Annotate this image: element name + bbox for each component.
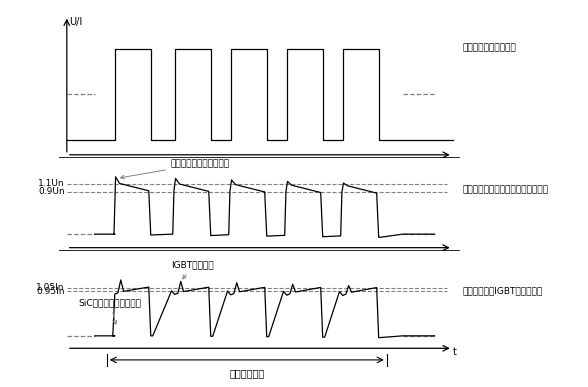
Text: U/I: U/I bbox=[69, 17, 82, 27]
Text: 下半阁调每个IGBT的电压电流: 下半阁调每个IGBT的电压电流 bbox=[463, 286, 543, 295]
Text: 1.1Un: 1.1Un bbox=[38, 179, 65, 188]
Text: t: t bbox=[453, 347, 456, 357]
Text: 1.05In: 1.05In bbox=[36, 283, 65, 292]
Text: 下半阁调持续驱动脉冲: 下半阁调持续驱动脉冲 bbox=[463, 43, 516, 52]
Text: 续流二极管电压振荡尖峰: 续流二极管电压振荡尖峰 bbox=[121, 159, 230, 179]
Text: 0.9Un: 0.9Un bbox=[38, 187, 65, 196]
Text: 上半阁调每个续流二极管的电压电流: 上半阁调每个续流二极管的电压电流 bbox=[463, 185, 549, 194]
Text: SiC反向恢复电流非常小: SiC反向恢复电流非常小 bbox=[79, 299, 142, 324]
Text: IGBT过压尖峰: IGBT过压尖峰 bbox=[171, 260, 213, 279]
Text: 0.95In: 0.95In bbox=[36, 287, 65, 296]
Text: 额定工作范围: 额定工作范围 bbox=[229, 368, 265, 378]
